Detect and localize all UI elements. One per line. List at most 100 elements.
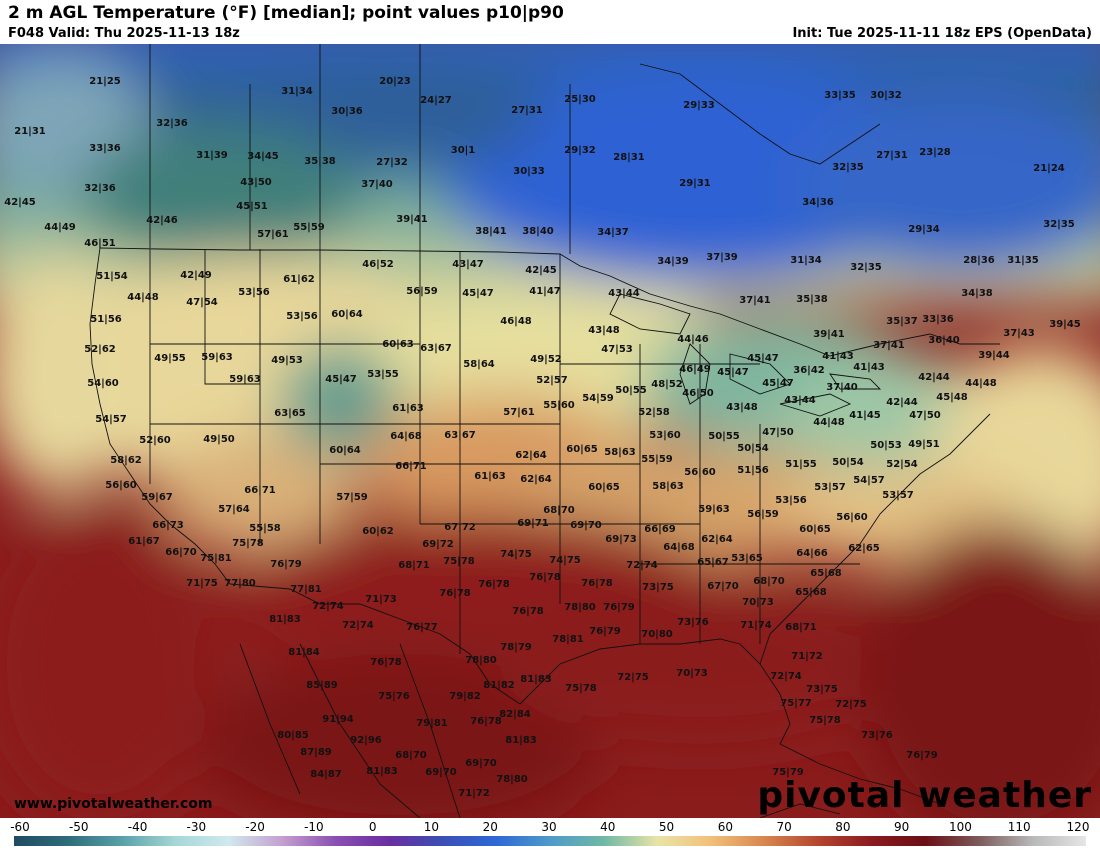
point-value: 71|73 xyxy=(365,594,397,605)
point-value: 57|64 xyxy=(218,504,250,515)
point-value: 78|80 xyxy=(465,655,497,666)
point-value: 61|67 xyxy=(128,536,160,547)
point-value: 57|59 xyxy=(336,492,368,503)
point-value: 43|50 xyxy=(240,177,272,188)
point-value: 56|60 xyxy=(836,512,868,523)
point-value: 35|37 xyxy=(886,316,918,327)
point-value: 75|76 xyxy=(378,691,410,702)
point-value: 76|78 xyxy=(478,579,510,590)
point-value: 46|52 xyxy=(362,259,394,270)
point-value: 72|74 xyxy=(342,620,374,631)
point-value: 79|82 xyxy=(449,691,481,702)
point-value: 57|61 xyxy=(503,407,535,418)
point-value: 59|63 xyxy=(698,504,730,515)
point-value: 46|50 xyxy=(682,388,714,399)
point-value: 27|31 xyxy=(511,105,543,116)
colorbar: -60 -50 -40 -30 -20 -10 0 10 20 30 40 50 60 70 80 90 100… xyxy=(0,818,1100,850)
point-value: 29|32 xyxy=(564,145,596,156)
point-value: 79|81 xyxy=(416,718,448,729)
point-value: 53|57 xyxy=(882,490,914,501)
point-value: 69|70 xyxy=(570,520,602,531)
point-value: 32|35 xyxy=(1043,219,1075,230)
point-value: 59|63 xyxy=(201,352,233,363)
point-value: 47|50 xyxy=(909,410,941,421)
point-value: 63|67 xyxy=(420,343,452,354)
point-value: 68|70 xyxy=(753,576,785,587)
point-value: 75|78 xyxy=(809,715,841,726)
point-value: 37|40 xyxy=(826,382,858,393)
colorbar-tick: -10 xyxy=(304,820,324,834)
point-value: 54|60 xyxy=(87,378,119,389)
point-value: 23|28 xyxy=(919,147,951,158)
point-value: 32|36 xyxy=(156,118,188,129)
point-value: 20|23 xyxy=(379,76,411,87)
point-value: 47|54 xyxy=(186,297,218,308)
point-value: 32|35 xyxy=(832,162,864,173)
point-value: 74|75 xyxy=(500,549,532,560)
point-value: 60|64 xyxy=(331,309,363,320)
point-value: 81|84 xyxy=(288,647,320,658)
colorbar-tick: 110 xyxy=(1007,820,1031,834)
point-value: 34|37 xyxy=(597,227,629,238)
point-value: 44|48 xyxy=(965,378,997,389)
point-value: 43|48 xyxy=(588,325,620,336)
point-value: 73|76 xyxy=(861,730,893,741)
colorbar-tick: 50 xyxy=(658,820,675,834)
point-value: 33|35 xyxy=(824,90,856,101)
point-value: 37|40 xyxy=(361,179,393,190)
point-value: 54|59 xyxy=(582,393,614,404)
colorbar-strip xyxy=(14,836,1086,846)
point-value: 53|55 xyxy=(367,369,399,380)
point-value: 61|62 xyxy=(283,274,315,285)
point-value: 68|71 xyxy=(785,622,817,633)
point-value: 31|34 xyxy=(281,86,313,97)
point-value: 41|43 xyxy=(822,351,854,362)
point-value: 44|49 xyxy=(44,222,76,233)
point-value: 25|30 xyxy=(564,94,596,105)
point-value: 61|63 xyxy=(474,471,506,482)
point-value: 69|71 xyxy=(517,518,549,529)
point-value: 38|40 xyxy=(522,226,554,237)
point-value: 66|71 xyxy=(244,485,276,496)
point-value: 68|71 xyxy=(398,560,430,571)
point-value: 39|45 xyxy=(1049,319,1081,330)
point-value: 45|47 xyxy=(747,353,779,364)
point-value: 58|63 xyxy=(604,447,636,458)
point-value: 76|79 xyxy=(906,750,938,761)
point-value: 76|78 xyxy=(370,657,402,668)
colorbar-tick: -50 xyxy=(68,820,89,834)
point-value: 35|38 xyxy=(796,294,828,305)
point-value: 73|75 xyxy=(642,582,674,593)
point-value: 33|36 xyxy=(89,143,121,154)
point-value: 28|36 xyxy=(963,255,995,266)
point-value: 76|78 xyxy=(512,606,544,617)
point-value: 39|41 xyxy=(396,214,428,225)
point-value: 31|39 xyxy=(196,150,228,161)
point-value: 75|78 xyxy=(565,683,597,694)
colorbar-tick: 70 xyxy=(776,820,792,834)
point-value: 34|39 xyxy=(657,256,689,267)
point-value: 70|80 xyxy=(641,629,673,640)
point-value: 42|44 xyxy=(886,397,918,408)
point-value: 76|79 xyxy=(270,559,302,570)
point-value: 37|41 xyxy=(739,295,771,306)
point-value: 75|78 xyxy=(443,556,475,567)
point-value: 56|59 xyxy=(406,286,438,297)
point-value: 54|57 xyxy=(853,475,885,486)
point-value: 71|75 xyxy=(186,578,218,589)
point-value: 73|75 xyxy=(806,684,838,695)
point-value: 27|32 xyxy=(376,157,408,168)
point-value: 49|52 xyxy=(530,354,562,365)
point-value: 52|54 xyxy=(886,459,918,470)
point-value: 49|50 xyxy=(203,434,235,445)
point-value: 45|47 xyxy=(462,288,494,299)
colorbar-tick: -60 xyxy=(10,820,30,834)
map-header: 2 m AGL Temperature (°F) [median]; point… xyxy=(0,0,1100,44)
point-value: 87|89 xyxy=(300,747,332,758)
point-value: 43|44 xyxy=(608,288,640,299)
point-value: 52|62 xyxy=(84,344,116,355)
point-value: 50|54 xyxy=(832,457,864,468)
point-value: 35|38 xyxy=(304,156,336,167)
point-value: 75|78 xyxy=(232,538,264,549)
point-value: 21|31 xyxy=(14,126,46,137)
